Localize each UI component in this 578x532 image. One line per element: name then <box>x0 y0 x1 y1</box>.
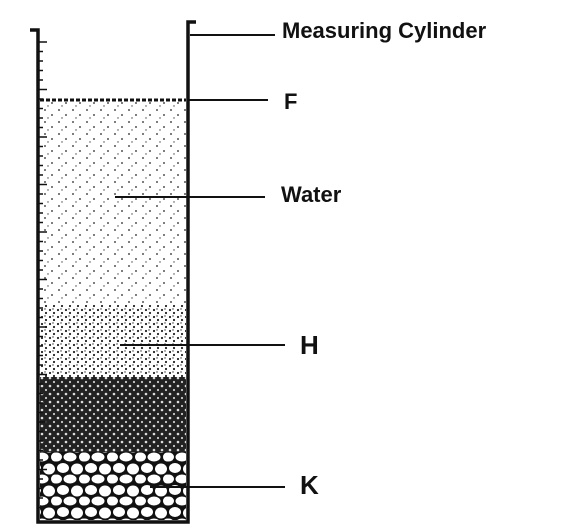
dark-layer <box>40 377 186 452</box>
scale <box>38 41 47 509</box>
layer-h <box>40 305 186 377</box>
label: K <box>300 470 319 500</box>
cylinder <box>30 20 196 524</box>
label: H <box>300 330 319 360</box>
water-layer <box>40 100 186 305</box>
label: F <box>284 89 297 114</box>
cylinder-outline <box>30 20 196 524</box>
label: Water <box>281 182 342 207</box>
leaders <box>115 34 285 488</box>
label: Measuring Cylinder <box>282 18 487 43</box>
